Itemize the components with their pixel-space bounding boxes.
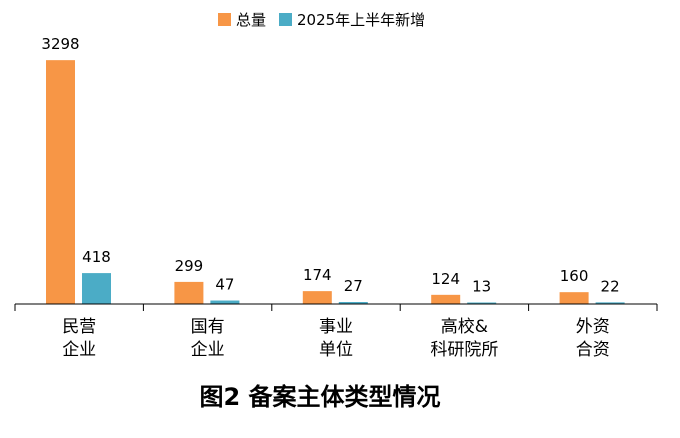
bar-total-4: [559, 292, 589, 304]
value-label-total-3: 124: [431, 270, 460, 288]
value-labels-group: 3298 418 299 47 174 27 124 13 160 22: [41, 35, 619, 295]
legend-label-new: 2025年上半年新增: [297, 11, 425, 29]
category-label-3-line-0: 高校&: [441, 317, 488, 337]
bar-new-0: [82, 273, 111, 304]
bar-total-2: [302, 291, 332, 304]
bar-total-1: [174, 281, 204, 304]
category-label-4-line-0: 外资: [576, 317, 610, 337]
legend-swatch-total: [218, 13, 231, 26]
category-label-3-line-1: 科研院所: [430, 340, 498, 360]
legend-swatch-new: [279, 13, 292, 26]
value-label-new-0: 418: [82, 248, 111, 266]
value-label-new-4: 22: [601, 277, 620, 295]
bar-total-3: [431, 294, 461, 304]
bar-total-0: [46, 60, 75, 304]
category-label-0-line-0: 民营: [62, 317, 96, 337]
x-axis-ticks: [14, 304, 658, 311]
value-label-total-4: 160: [560, 267, 589, 285]
value-label-total-2: 174: [303, 266, 332, 284]
value-label-total-0: 3298: [41, 35, 79, 53]
value-label-new-3: 13: [472, 278, 491, 296]
legend-label-total: 总量: [236, 11, 266, 29]
category-label-2-line-1: 单位: [319, 340, 353, 360]
figure-caption: 图2 备案主体类型情况: [199, 383, 440, 411]
category-label-1-line-0: 国有: [191, 317, 225, 337]
bars-group: [46, 60, 625, 304]
bar-new-4: [595, 302, 625, 304]
bar-new-2: [338, 302, 368, 304]
category-label-1-line-1: 企业: [191, 340, 225, 360]
bar-new-3: [467, 302, 497, 304]
bar-new-1: [210, 300, 240, 304]
category-label-4-line-1: 合资: [576, 340, 610, 360]
value-label-new-2: 27: [344, 277, 363, 295]
category-label-0-line-1: 企业: [62, 340, 96, 360]
category-label-2-line-0: 事业: [319, 317, 353, 337]
value-label-new-1: 47: [215, 276, 234, 294]
value-label-total-1: 299: [175, 257, 204, 275]
legend: 总量 2025年上半年新增: [218, 11, 425, 29]
